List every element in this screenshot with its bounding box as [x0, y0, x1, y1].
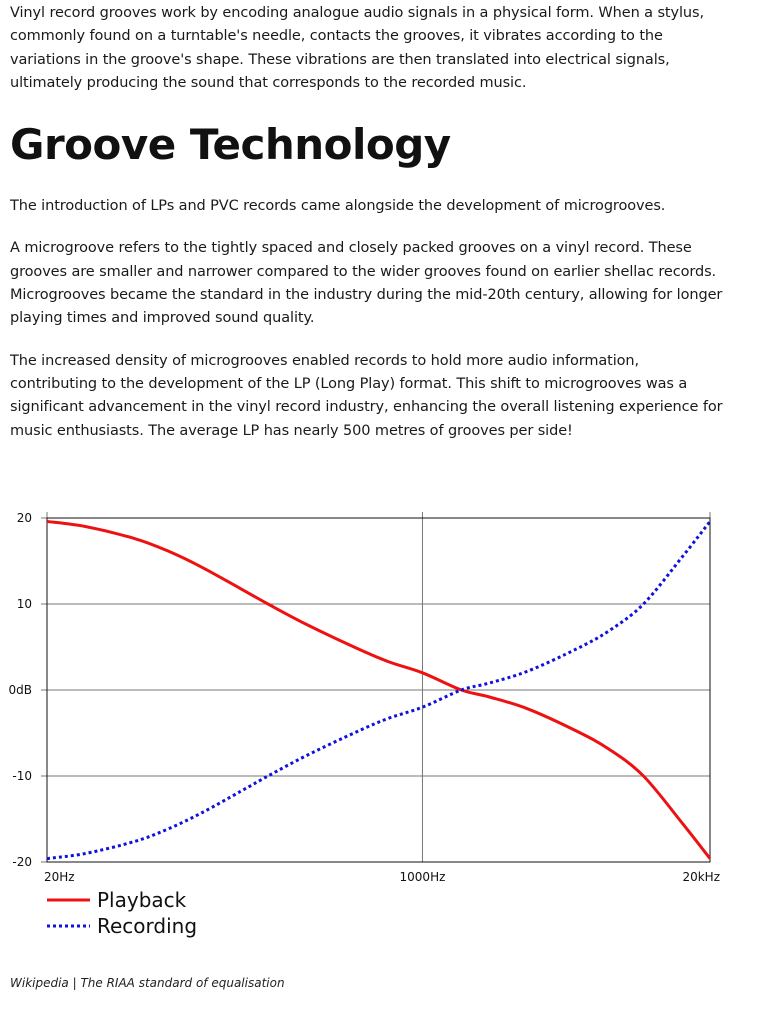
riaa-chart-figure: 20 10 0dB -10 -20 20Hz 1000Hz 20kHz Playback Reco… — [0, 505, 768, 945]
y-tick-label: 0dB — [9, 683, 32, 697]
legend-label-recording: Recording — [97, 914, 197, 938]
y-tick-label: -10 — [12, 769, 32, 783]
section-heading: Groove Technology — [10, 120, 451, 170]
figure-caption: Wikipedia | The RIAA standard of equalis… — [10, 976, 285, 990]
paragraph-1: The introduction of LPs and PVC records … — [10, 198, 666, 215]
x-tick-label: 1000Hz — [400, 870, 446, 884]
y-tick-label: -20 — [12, 855, 32, 869]
y-tick-label: 10 — [17, 597, 32, 611]
y-tick-label: 20 — [17, 511, 32, 525]
intro-paragraph: Vinyl record grooves work by encoding an… — [10, 5, 704, 91]
legend-label-playback: Playback — [97, 888, 187, 912]
riaa-chart: 20 10 0dB -10 -20 20Hz 1000Hz 20kHz PlaybackReco… — [9, 511, 720, 938]
paragraph-2: A microgroove refers to the tightly spac… — [10, 240, 723, 327]
series-line-playback — [46, 519, 712, 860]
x-tick-label: 20kHz — [682, 870, 720, 884]
x-tick-label: 20Hz — [44, 870, 75, 884]
article-body: Vinyl record grooves work by encoding an… — [10, 2, 726, 443]
paragraph-3: The increased density of microgrooves en… — [10, 352, 723, 439]
plot-frame — [46, 517, 711, 863]
